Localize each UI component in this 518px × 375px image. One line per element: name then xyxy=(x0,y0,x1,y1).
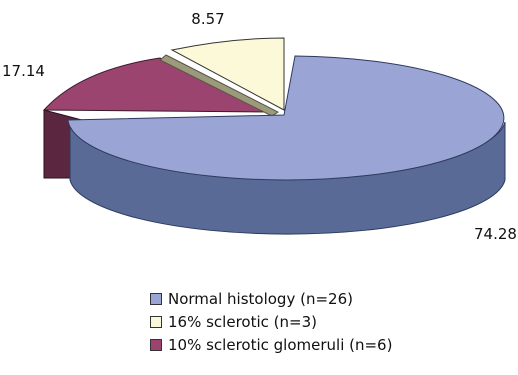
legend-item-normal-histology: Normal histology (n=26) xyxy=(150,287,392,310)
legend-item-sclerotic-glomeruli: 10% sclerotic glomeruli (n=6) xyxy=(150,333,392,356)
slice-16-sclerotic xyxy=(159,37,285,117)
pie-chart: 8.57 17.14 74.28 xyxy=(2,10,517,243)
label-value-sclerotic-glomeruli: 17.14 xyxy=(2,62,45,80)
legend-swatch-sclerotic-glomeruli xyxy=(150,338,162,351)
legend-swatch-normal-histology xyxy=(150,292,162,305)
slice-normal-histology-top xyxy=(67,55,505,181)
slice-sclerotic-glomeruli-top xyxy=(42,57,273,113)
legend-label-normal-histology: Normal histology (n=26) xyxy=(168,289,353,308)
slice-16-sclerotic-top xyxy=(170,37,285,111)
label-value-normal-histology: 74.28 xyxy=(474,225,517,243)
legend-label-16-sclerotic: 16% sclerotic (n=3) xyxy=(168,312,317,331)
label-value-16-sclerotic: 8.57 xyxy=(191,10,224,28)
legend-label-sclerotic-glomeruli: 10% sclerotic glomeruli (n=6) xyxy=(168,335,393,354)
legend-item-16-sclerotic: 16% sclerotic (n=3) xyxy=(150,310,392,333)
legend: Normal histology (n=26) 16% sclerotic (n… xyxy=(150,287,392,356)
legend-swatch-16-sclerotic xyxy=(150,315,162,328)
